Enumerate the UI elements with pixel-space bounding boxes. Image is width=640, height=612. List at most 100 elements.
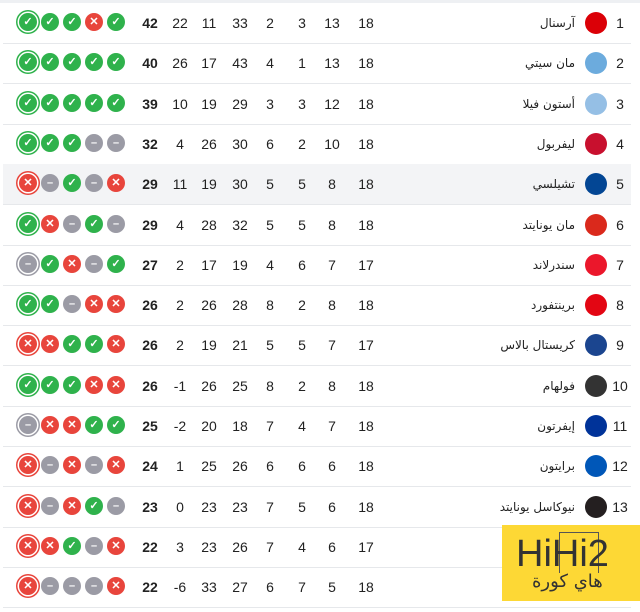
- form-x-icon: ✕: [19, 456, 37, 475]
- form-minus-icon: –: [63, 295, 81, 314]
- gd-cell: 2: [176, 256, 184, 273]
- team-name[interactable]: ليفربول: [536, 136, 575, 151]
- form-minus-icon: –: [85, 254, 103, 273]
- team-logo-icon: [585, 173, 607, 196]
- team-name[interactable]: سندرلاند: [532, 257, 575, 272]
- table-row[interactable]: 10 فولهام 18 8 2 8 25 26 -1 26 ✓ ✓ ✓ ✕ ✕: [3, 366, 631, 407]
- form-check-icon: ✓: [85, 53, 103, 72]
- gf-cell: 26: [232, 458, 248, 475]
- form-check-icon: ✓: [107, 13, 125, 31]
- form-x-icon: ✕: [107, 174, 125, 193]
- form-x-icon: ✕: [85, 375, 103, 394]
- pts-cell: 23: [142, 498, 158, 515]
- form-x-icon: ✕: [107, 375, 125, 394]
- gf-cell: 32: [232, 216, 248, 233]
- won-cell: 7: [328, 256, 336, 273]
- team-name[interactable]: تشيلسي: [532, 177, 575, 192]
- lost-cell: 5: [266, 337, 274, 354]
- drawn-cell: 5: [298, 176, 306, 193]
- gf-cell: 23: [232, 498, 248, 515]
- ga-cell: 26: [201, 377, 217, 394]
- lost-cell: 6: [266, 458, 274, 475]
- lost-cell: 3: [266, 95, 274, 112]
- form-check-icon: ✓: [63, 93, 81, 112]
- table-row[interactable]: 4 ليفربول 18 10 2 6 30 26 4 32 ✓ ✓ ✓ – –: [3, 124, 631, 165]
- gd-cell: 11: [172, 176, 188, 193]
- form-x-icon: ✕: [107, 577, 125, 596]
- table-row[interactable]: 7 سندرلاند 17 7 6 4 19 17 2 27– ✓ ✕ – ✓: [3, 245, 631, 286]
- played-cell: 18: [358, 95, 374, 112]
- table-row[interactable]: 17 6 4 7 26 23 3 22 ✕ ✕ ✓ – ✕: [3, 527, 631, 568]
- team-name[interactable]: مان سيتي: [524, 56, 575, 71]
- form-check-icon: ✓: [19, 295, 37, 314]
- team-name[interactable]: مان يونايتد: [522, 217, 575, 232]
- table-row[interactable]: 13 نيوكاسل يونايتد 18 6 5 7 23 23 0 23 ✕ – ✕ ✓ –: [3, 487, 631, 528]
- form-x-icon: ✕: [63, 254, 81, 273]
- team-name[interactable]: إيفرتون: [537, 419, 575, 433]
- pts-cell: 27: [142, 256, 158, 273]
- form-check-icon: ✓: [41, 13, 59, 31]
- ga-cell: 25: [201, 458, 217, 475]
- form-x-icon: ✕: [85, 295, 103, 314]
- rank: 3: [616, 95, 624, 112]
- table-row[interactable]: 1 آرسنال 18 13 3 2 33 11 22 42 ✓ ✓ ✓ ✕ ✓: [3, 3, 631, 44]
- gd-cell: 4: [176, 216, 184, 233]
- team-logo-icon: [585, 334, 607, 357]
- team-name[interactable]: برايتون: [539, 459, 575, 474]
- team-name[interactable]: كريستال بالاس: [500, 338, 575, 353]
- played-cell: 17: [358, 538, 374, 555]
- table-row[interactable]: 11 إيفرتون 18 7 4 7 18 20 -2 25– ✕ ✕ ✓ ✓: [3, 406, 631, 447]
- played-cell: 18: [358, 55, 374, 72]
- team-name[interactable]: نيوكاسل يونايتد: [499, 499, 575, 514]
- form-check-icon: ✓: [19, 133, 37, 152]
- team-logo-icon: [585, 455, 607, 478]
- drawn-cell: 3: [298, 15, 306, 31]
- won-cell: 6: [328, 538, 336, 555]
- won-cell: 5: [328, 579, 336, 596]
- won-cell: 8: [328, 176, 336, 193]
- team-logo-icon: [585, 12, 607, 34]
- team-name[interactable]: برينتفورد: [531, 298, 575, 313]
- drawn-cell: 6: [298, 256, 306, 273]
- ga-cell: 19: [201, 337, 217, 354]
- drawn-cell: 7: [298, 579, 306, 596]
- ga-cell: 23: [201, 498, 217, 515]
- form-check-icon: ✓: [85, 335, 103, 354]
- rank: 13: [612, 498, 628, 515]
- form-minus-icon: –: [63, 577, 81, 596]
- drawn-cell: 3: [298, 95, 306, 112]
- drawn-cell: 5: [298, 216, 306, 233]
- played-cell: 18: [358, 297, 374, 314]
- form-check-icon: ✓: [19, 13, 37, 31]
- gd-cell: 22: [172, 15, 188, 31]
- table-row[interactable]: 8 برينتفورد 18 8 2 8 28 26 2 26 ✓ ✓ – ✕ ✕: [3, 285, 631, 327]
- ga-cell: 17: [201, 256, 217, 273]
- rank: 5: [616, 176, 624, 193]
- gf-cell: 33: [232, 15, 248, 31]
- team-logo-icon: [585, 294, 607, 317]
- form-x-icon: ✕: [107, 456, 125, 475]
- table-row[interactable]: 9 كريستال بالاس 17 7 5 5 21 19 2 26 ✕ ✕ ✓ ✓ ✕: [3, 325, 631, 367]
- rank: 8: [616, 297, 624, 314]
- table-row[interactable]: 12 برايتون 18 6 6 6 26 25 1 24 ✕ – ✕ – ✕: [3, 446, 631, 488]
- form-check-icon: ✓: [63, 536, 81, 555]
- table-row[interactable]: 2 مان سيتي 18 13 1 4 43 17 26 40 ✓ ✓ ✓ ✓ ✓: [3, 43, 631, 85]
- team-name[interactable]: أستون فيلا: [522, 96, 575, 111]
- lost-cell: 6: [266, 135, 274, 152]
- table-row[interactable]: 18 5 7 6 27 33 -6 22 ✕ – – – ✕: [3, 567, 631, 609]
- played-cell: 18: [358, 377, 374, 394]
- team-name[interactable]: فولهام: [542, 378, 575, 393]
- rank: 2: [616, 55, 624, 72]
- played-cell: 18: [358, 15, 374, 31]
- played-cell: 18: [358, 176, 374, 193]
- table-row[interactable]: 5 تشيلسي 18 8 5 5 30 19 11 29 ✕ – ✓ – ✕: [3, 164, 631, 206]
- lost-cell: 7: [266, 498, 274, 515]
- pts-cell: 32: [142, 135, 158, 152]
- team-name[interactable]: آرسنال: [539, 16, 575, 30]
- gf-cell: 30: [232, 176, 248, 193]
- won-cell: 10: [324, 135, 340, 152]
- table-row[interactable]: 6 مان يونايتد 18 8 5 5 32 28 4 29 ✓ ✕ – ✓ –: [3, 205, 631, 246]
- form-x-icon: ✕: [19, 536, 37, 555]
- table-row[interactable]: 3 أستون فيلا 18 12 3 3 29 19 10 39 ✓ ✓ ✓ ✓ ✓: [3, 84, 631, 125]
- form-check-icon: ✓: [41, 93, 59, 112]
